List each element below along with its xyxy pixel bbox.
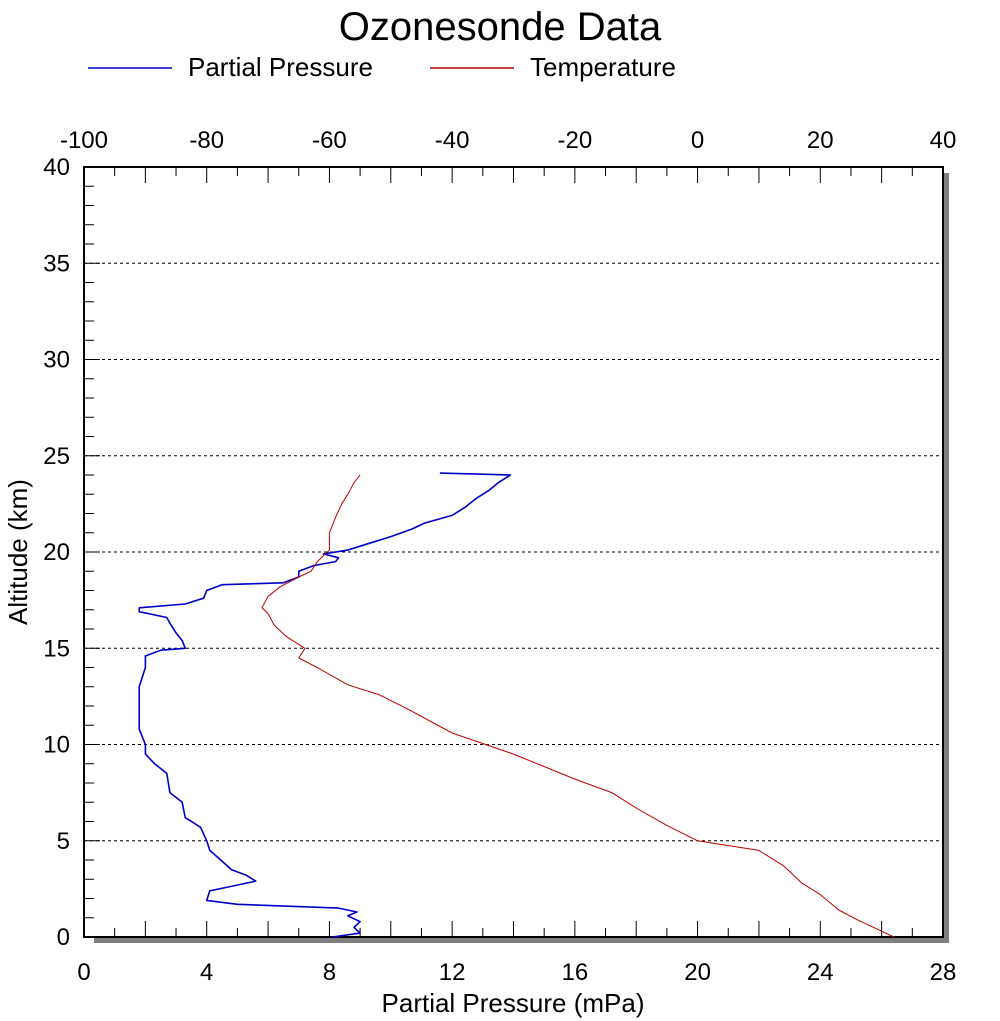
axis-ticks bbox=[83, 166, 944, 938]
x-bottom-tick-label: 20 bbox=[684, 959, 711, 986]
y-tick-label: 30 bbox=[43, 347, 70, 374]
x-top-tick-label: -60 bbox=[312, 127, 347, 154]
x-top-tick-label: 20 bbox=[807, 127, 834, 154]
y-axis-label: Altitude (km) bbox=[3, 479, 33, 625]
chart-title: Ozonesonde Data bbox=[339, 5, 662, 49]
series-line-partial-pressure bbox=[138, 472, 512, 938]
x-top-tick-label: -40 bbox=[435, 127, 470, 154]
x-bottom-tick-label: 16 bbox=[562, 959, 589, 986]
x-bottom-tick-label: 24 bbox=[807, 959, 834, 986]
x-bottom-tick-label: 8 bbox=[323, 959, 336, 986]
gridlines bbox=[84, 262, 943, 842]
y-tick-label: 15 bbox=[43, 635, 70, 662]
x-bottom-tick-label: 4 bbox=[200, 959, 213, 986]
y-tick-label: 20 bbox=[43, 539, 70, 566]
legend-label-2: Temperature bbox=[530, 52, 676, 82]
x-axis-label: Partial Pressure (mPa) bbox=[382, 988, 645, 1018]
x-top-tick-label: -100 bbox=[60, 127, 108, 154]
series-line-temperature bbox=[261, 474, 895, 938]
x-top-tick-label: 0 bbox=[691, 127, 704, 154]
y-tick-label: 35 bbox=[43, 250, 70, 277]
x-top-tick-label: -80 bbox=[189, 127, 224, 154]
series-layer bbox=[138, 472, 895, 938]
x-top-tick-label: 40 bbox=[930, 127, 957, 154]
x-bottom-tick-label: 0 bbox=[77, 959, 90, 986]
tick-labels: 0 5 10 15 20 25 30 35 40 0 4 8 12 16 20 24 28 -100 -80 -60 -… bbox=[43, 127, 956, 986]
x-top-tick-label: -20 bbox=[558, 127, 593, 154]
x-bottom-tick-label: 28 bbox=[930, 959, 957, 986]
y-tick-label: 25 bbox=[43, 443, 70, 470]
y-tick-label: 0 bbox=[57, 924, 70, 951]
legend-label-1: Partial Pressure bbox=[188, 52, 373, 82]
legend: Partial Pressure Temperature bbox=[88, 52, 676, 82]
y-tick-label: 10 bbox=[43, 732, 70, 759]
y-tick-label: 40 bbox=[43, 154, 70, 181]
x-bottom-tick-label: 12 bbox=[439, 959, 466, 986]
y-tick-label: 5 bbox=[57, 828, 70, 855]
